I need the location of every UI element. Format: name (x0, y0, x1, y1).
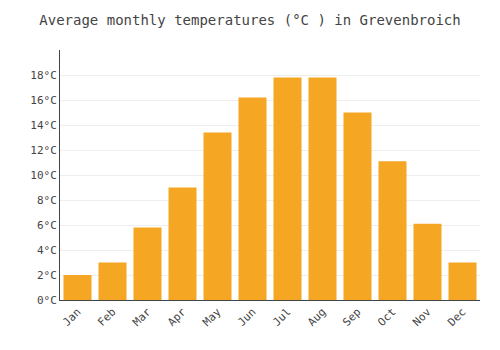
svg-text:10°C: 10°C (30, 169, 57, 182)
svg-text:16°C: 16°C (30, 94, 57, 107)
svg-text:Jul: Jul (270, 306, 293, 329)
svg-text:6°C: 6°C (37, 219, 57, 232)
svg-text:18°C: 18°C (30, 69, 57, 82)
svg-text:Feb: Feb (95, 306, 118, 329)
svg-text:12°C: 12°C (30, 144, 57, 157)
svg-text:Oct: Oct (375, 306, 398, 329)
svg-text:May: May (200, 305, 224, 329)
svg-text:8°C: 8°C (37, 194, 57, 207)
svg-text:Jan: Jan (60, 306, 83, 329)
svg-text:Nov: Nov (410, 305, 434, 329)
svg-text:14°C: 14°C (30, 119, 57, 132)
svg-text:4°C: 4°C (37, 244, 57, 257)
svg-text:Average monthly temperatures (: Average monthly temperatures (°C ) in Gr… (39, 12, 460, 28)
svg-text:Sep: Sep (340, 306, 363, 329)
svg-text:0°C: 0°C (37, 294, 57, 307)
svg-text:2°C: 2°C (37, 269, 57, 282)
svg-text:Dec: Dec (445, 306, 468, 329)
svg-text:Aug: Aug (305, 306, 328, 329)
svg-text:Jun: Jun (235, 306, 258, 329)
svg-text:Mar: Mar (130, 305, 154, 329)
svg-text:Apr: Apr (165, 305, 189, 329)
